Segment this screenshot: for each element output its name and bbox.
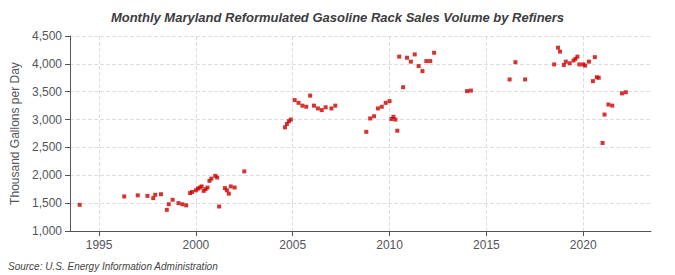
svg-text:2015: 2015 (473, 238, 500, 252)
svg-text:1,000: 1,000 (32, 224, 62, 238)
svg-text:2010: 2010 (376, 238, 403, 252)
svg-text:3,500: 3,500 (32, 85, 62, 99)
svg-text:2,500: 2,500 (32, 140, 62, 154)
svg-text:Source: U.S. Energy Informatio: Source: U.S. Energy Information Administ… (8, 261, 218, 272)
svg-text:1,500: 1,500 (32, 196, 62, 210)
svg-text:Monthly Maryland Reformulated: Monthly Maryland Reformulated Gasoline R… (111, 10, 564, 25)
svg-text:3,000: 3,000 (32, 113, 62, 127)
svg-text:2005: 2005 (279, 238, 306, 252)
svg-text:4,500: 4,500 (32, 29, 62, 43)
svg-text:2,000: 2,000 (32, 168, 62, 182)
svg-text:2020: 2020 (570, 238, 597, 252)
svg-text:2000: 2000 (183, 238, 210, 252)
svg-text:4,000: 4,000 (32, 57, 62, 71)
svg-text:1995: 1995 (86, 238, 113, 252)
svg-text:Thousand Gallons per Day: Thousand Gallons per Day (8, 62, 22, 205)
